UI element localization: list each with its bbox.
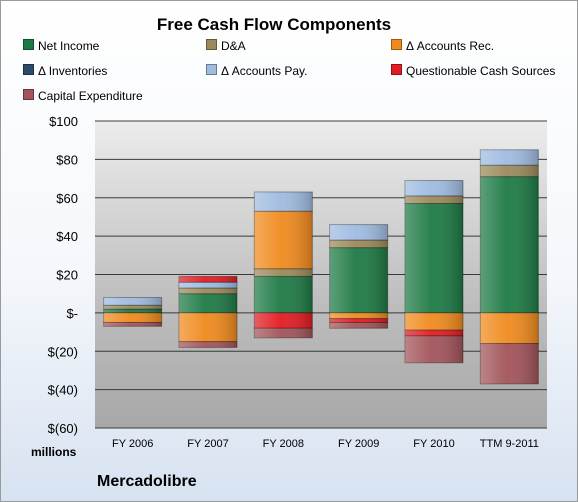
bar-segment (178, 287, 238, 295)
y-tick-label: $(40) (48, 383, 78, 398)
x-tick-label: TTM 9-2011 (480, 438, 539, 450)
legend-swatch (206, 64, 217, 75)
bar-segment (178, 293, 238, 314)
bar-segment (103, 321, 163, 327)
bar-segment (103, 312, 163, 323)
x-tick-label: FY 2007 (187, 438, 228, 450)
legend-label: Δ Accounts Pay. (221, 64, 308, 78)
legend-swatch (391, 39, 402, 50)
bar-segment (479, 164, 539, 178)
x-tick-label: FY 2009 (338, 438, 379, 450)
bar-segment (253, 275, 313, 314)
legend-swatch (391, 64, 402, 75)
legend-label: D&A (221, 39, 246, 53)
bar-segment (178, 341, 238, 348)
legend-item: D&A (206, 39, 246, 53)
legend-swatch (23, 39, 34, 50)
bar-segment (253, 327, 313, 339)
x-tick-label: FY 2008 (263, 438, 304, 450)
legend-item: Δ Inventories (23, 64, 107, 78)
bar-segment (479, 176, 539, 314)
legend-swatch (23, 89, 34, 100)
bar-segment (404, 195, 464, 205)
legend-swatch (206, 39, 217, 50)
y-tick-label: $100 (49, 114, 78, 129)
legend-swatch (23, 64, 34, 75)
legend-item: Capital Expenditure (23, 89, 143, 103)
bar-segment (479, 312, 539, 345)
bar-segment (329, 224, 389, 241)
legend-label: Capital Expenditure (38, 89, 143, 103)
legend-item: Questionable Cash Sources (391, 64, 555, 78)
bar-segment (329, 247, 389, 314)
legend-item: Δ Accounts Pay. (206, 64, 308, 78)
bar-segment (253, 191, 313, 212)
bar-segment (103, 308, 163, 314)
bar-segment (178, 312, 238, 343)
bar-segment (404, 203, 464, 314)
chart-title: Free Cash Flow Components (156, 15, 392, 34)
legend-label: Δ Accounts Rec. (406, 39, 495, 53)
bar-segment (103, 297, 163, 306)
y-tick-label: $- (66, 306, 78, 321)
legend-label: Δ Inventories (38, 64, 108, 78)
bar-segment (253, 312, 313, 329)
bar-segment (178, 275, 238, 283)
bar-segment (404, 335, 464, 364)
company-name: Mercadolibre (97, 473, 197, 490)
bar-segment (253, 210, 313, 270)
y-tick-label: $80 (56, 152, 78, 167)
legend-label: Questionable Cash Sources (406, 64, 556, 78)
bar-segment (479, 149, 539, 166)
legend-item: Net Income (23, 39, 99, 53)
x-tick-label: FY 2006 (112, 438, 153, 450)
bar-segment (404, 329, 464, 337)
bar-segment (103, 304, 163, 310)
y-tick-label: $20 (56, 268, 78, 283)
y-tick-label: $40 (56, 229, 78, 244)
bar-segment (178, 281, 238, 289)
bar-segment (329, 318, 389, 323)
bar-segment (329, 321, 389, 329)
bar-segment (404, 312, 464, 331)
bar-segment (253, 268, 313, 277)
y-axis-unit-label: millions (31, 445, 77, 459)
bar-segment (479, 343, 539, 385)
x-tick-label: FY 2010 (413, 438, 454, 450)
legend-label: Net Income (38, 39, 100, 53)
legend-item: Δ Accounts Rec. (391, 39, 494, 53)
y-tick-label: $(20) (48, 344, 78, 359)
y-tick-label: $60 (56, 191, 78, 206)
y-tick-label: $(60) (48, 421, 78, 436)
bar-segment (404, 179, 464, 197)
bar-segment (329, 239, 389, 249)
bar-segment (329, 312, 389, 320)
